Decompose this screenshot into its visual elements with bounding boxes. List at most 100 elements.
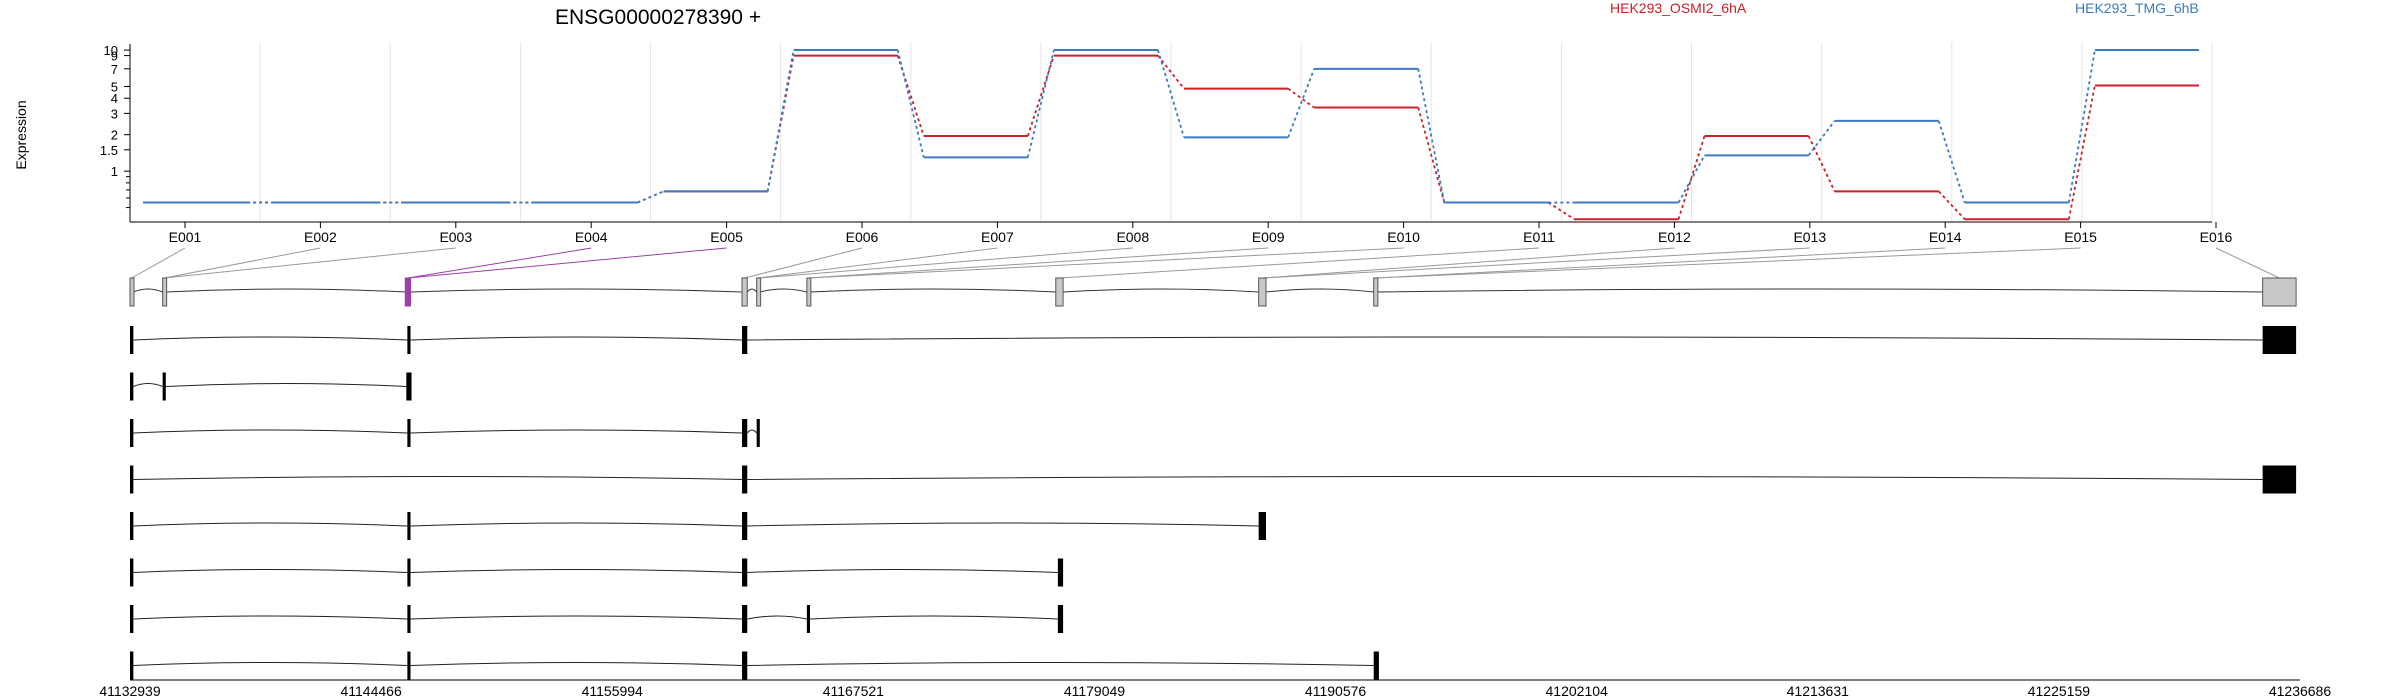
y-tick-label: 9: [111, 49, 118, 64]
model-intron: [1377, 288, 2263, 293]
transcript-exon: [756, 419, 760, 447]
exon-connector: [1059, 247, 1540, 279]
genomic-tick-label: 41190576: [1305, 683, 1366, 699]
legend-label-series-2: HEK293_TMG_6hB: [2075, 0, 2199, 16]
x-tick-label: E003: [439, 229, 472, 245]
x-tick-label: E008: [1116, 229, 1149, 245]
genomic-axis: 41132939 41144466 41155994 41167521 41179049…: [99, 679, 2332, 699]
model-exon: [1055, 277, 1064, 307]
y-tick-label: 1.5: [100, 143, 118, 158]
series-1-connector: [1677, 135, 1706, 220]
x-tick-label: E011: [1523, 229, 1555, 245]
exon-connectors: [131, 247, 2280, 279]
transcript-intron: [809, 615, 1058, 620]
transcript-exon: [407, 558, 411, 587]
transcript-exon: [742, 465, 748, 494]
exon-connector: [758, 247, 998, 279]
y-tick-label: 2: [111, 128, 118, 143]
series-2-connector: [1417, 68, 1446, 203]
y-axis-label: Expression: [13, 100, 29, 169]
transcript-exon: [2262, 326, 2297, 354]
transcript-exon: [130, 326, 134, 354]
model-intron: [746, 288, 758, 293]
transcript-exon: [806, 605, 811, 633]
legend-label-series-1: HEK293_OSMI2_6hA: [1610, 0, 1747, 16]
transcript-exon: [1057, 605, 1064, 633]
y-tick-label: 4: [111, 91, 118, 106]
series-2-connector: [2067, 49, 2096, 203]
transcript-intron: [133, 615, 408, 620]
genomic-tick-label: 41155994: [582, 683, 643, 699]
y-tick-label: 5: [111, 80, 118, 95]
y-tick-label: 1: [111, 164, 118, 179]
model-exon: [2262, 277, 2297, 307]
exon-model-track: [129, 277, 2297, 307]
exon-connector: [1375, 247, 2081, 279]
transcript-exon: [742, 326, 748, 354]
model-exon: [404, 277, 412, 307]
y-tick-label: 7: [111, 62, 118, 77]
genomic-tick-label: 41236686: [2269, 683, 2332, 699]
series-2-connector: [1807, 120, 1836, 156]
transcript-intron: [410, 662, 743, 666]
genomic-tick-label: 41167521: [823, 683, 884, 699]
x-tick-label: E007: [981, 229, 1014, 245]
transcript-intron: [133, 522, 408, 527]
transcript-exon: [130, 605, 134, 633]
x-tick-label: E004: [575, 229, 608, 245]
transcript-exon: [1057, 558, 1064, 587]
model-exon: [806, 277, 812, 307]
x-tick-label: E006: [846, 229, 879, 245]
series-1-connector: [1547, 201, 1575, 221]
transcript-intron: [133, 429, 408, 434]
model-intron: [1265, 288, 1374, 293]
transcript-exon: [130, 372, 134, 401]
transcript-exon: [130, 419, 134, 447]
model-exon: [756, 277, 762, 307]
x-tick-label: E005: [710, 229, 743, 245]
transcript-exon: [130, 651, 134, 680]
transcript-intron: [133, 336, 408, 341]
chart-title: ENSG00000278390 +: [555, 6, 761, 29]
y-tick-label: 10: [104, 43, 118, 58]
exon-connector: [407, 247, 727, 279]
model-intron: [133, 288, 163, 293]
exon-connector: [1262, 247, 1810, 279]
exon-connector: [808, 247, 1404, 279]
model-exon: [129, 277, 135, 307]
series-1-connector: [1938, 190, 1966, 220]
transcript-tracks: [130, 326, 2297, 680]
exon-connector: [808, 247, 1269, 279]
exon-connector: [164, 247, 456, 279]
transcript-intron: [410, 615, 743, 620]
genomic-tick-label: 41213631: [1787, 683, 1850, 699]
transcript-intron: [410, 569, 743, 573]
transcript-intron: [746, 429, 758, 434]
transcript-exon: [130, 558, 134, 587]
transcript-intron: [747, 615, 807, 620]
transcript-exon: [742, 605, 748, 633]
transcript-exon: [742, 512, 748, 540]
series-2-connector: [896, 49, 925, 158]
transcript-exon: [407, 326, 411, 354]
transcript-intron: [133, 662, 408, 666]
exon-connector: [407, 247, 592, 279]
transcript-exon: [742, 558, 748, 587]
series-2-connector: [637, 190, 664, 204]
transcript-exon: [162, 372, 166, 401]
x-tick-label: E016: [2200, 229, 2233, 245]
model-intron: [165, 288, 406, 293]
transcript-exon: [406, 372, 412, 401]
model-exon: [741, 277, 748, 307]
model-intron: [410, 288, 743, 293]
transcript-exon: [407, 605, 411, 633]
transcript-exon: [407, 651, 411, 680]
series-2-connector: [1677, 154, 1706, 203]
series-2-connector: [1937, 120, 1966, 203]
exon-connector: [744, 247, 863, 279]
series-1-connector: [1807, 135, 1836, 192]
series-lines: [143, 49, 2199, 221]
x-tick-label: E015: [2064, 229, 2097, 245]
x-tick-label: E013: [1793, 229, 1826, 245]
